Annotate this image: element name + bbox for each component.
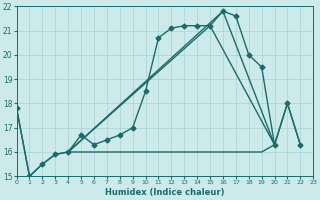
X-axis label: Humidex (Indice chaleur): Humidex (Indice chaleur) bbox=[105, 188, 225, 197]
